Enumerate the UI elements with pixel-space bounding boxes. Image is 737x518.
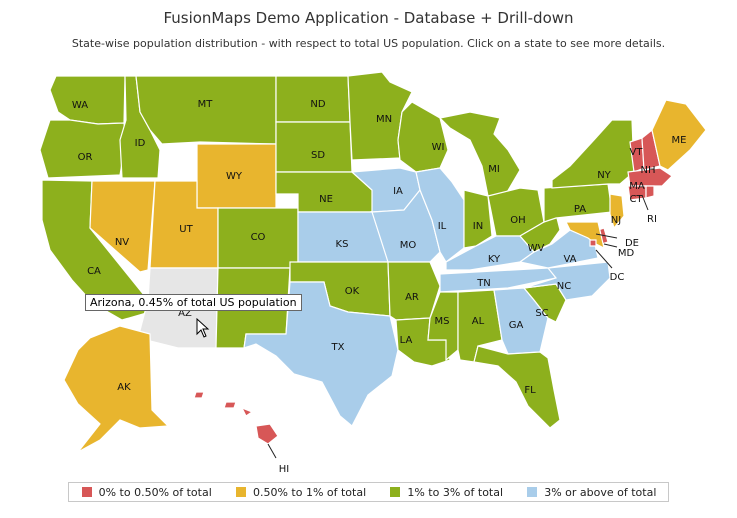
state-wa[interactable] <box>49 75 126 125</box>
state-fl[interactable] <box>473 345 561 429</box>
state-tooltip: Arizona, 0.45% of total US population <box>85 294 302 311</box>
state-label-hi: HI <box>279 464 289 475</box>
state-ny[interactable] <box>551 119 635 189</box>
legend-label: 1% to 3% of total <box>407 485 504 499</box>
state-mi[interactable] <box>438 111 521 197</box>
legend-label: 3% or above of total <box>544 485 657 499</box>
state-label-ri: RI <box>647 214 657 225</box>
state-nv[interactable] <box>89 180 156 273</box>
legend-swatch-green <box>389 486 402 498</box>
state-nj[interactable] <box>609 193 625 230</box>
state-label-md: MD <box>618 248 635 259</box>
state-nd[interactable] <box>275 75 351 123</box>
state-ak[interactable] <box>63 325 170 453</box>
state-wy[interactable] <box>196 143 277 209</box>
state-mt[interactable] <box>135 75 277 145</box>
legend-swatch-red <box>80 486 93 498</box>
mouse-cursor-icon <box>196 318 210 338</box>
state-ma[interactable] <box>627 167 673 187</box>
state-hi[interactable] <box>193 391 279 445</box>
legend-label: 0% to 0.50% of total <box>98 485 212 499</box>
legend-swatch-orange <box>234 486 247 498</box>
leader-lines <box>267 194 649 459</box>
state-label-de: DE <box>625 238 639 249</box>
state-co[interactable] <box>217 207 299 269</box>
state-sd[interactable] <box>275 121 353 173</box>
state-pa[interactable] <box>543 183 613 223</box>
legend-item-low: 0% to 0.50% of total <box>80 485 212 499</box>
legend-item-mid-low: 0.50% to 1% of total <box>234 485 367 499</box>
state-ri[interactable] <box>645 185 655 199</box>
legend: 0% to 0.50% of total 0.50% to 1% of tota… <box>68 482 669 502</box>
legend-item-mid-high: 1% to 3% of total <box>389 486 503 499</box>
state-dc[interactable] <box>589 239 597 247</box>
legend-label: 0.50% to 1% of total <box>252 485 367 499</box>
legend-item-high: 3% or above of total <box>526 486 656 499</box>
state-va[interactable] <box>518 229 599 269</box>
state-tx[interactable] <box>243 281 399 427</box>
map-title: FusionMaps Demo Application - Database +… <box>163 9 574 27</box>
state-label-dc: DC <box>610 272 625 283</box>
state-il[interactable] <box>415 167 465 263</box>
legend-swatch-blue <box>526 486 539 498</box>
state-ms[interactable] <box>427 291 459 362</box>
state-in[interactable] <box>463 189 493 249</box>
state-or[interactable] <box>39 119 127 179</box>
state-nc[interactable] <box>523 261 611 301</box>
state-wi[interactable] <box>397 101 449 173</box>
state-me[interactable] <box>651 99 707 171</box>
map-subtitle: State-wise population distribution - wit… <box>71 37 666 50</box>
